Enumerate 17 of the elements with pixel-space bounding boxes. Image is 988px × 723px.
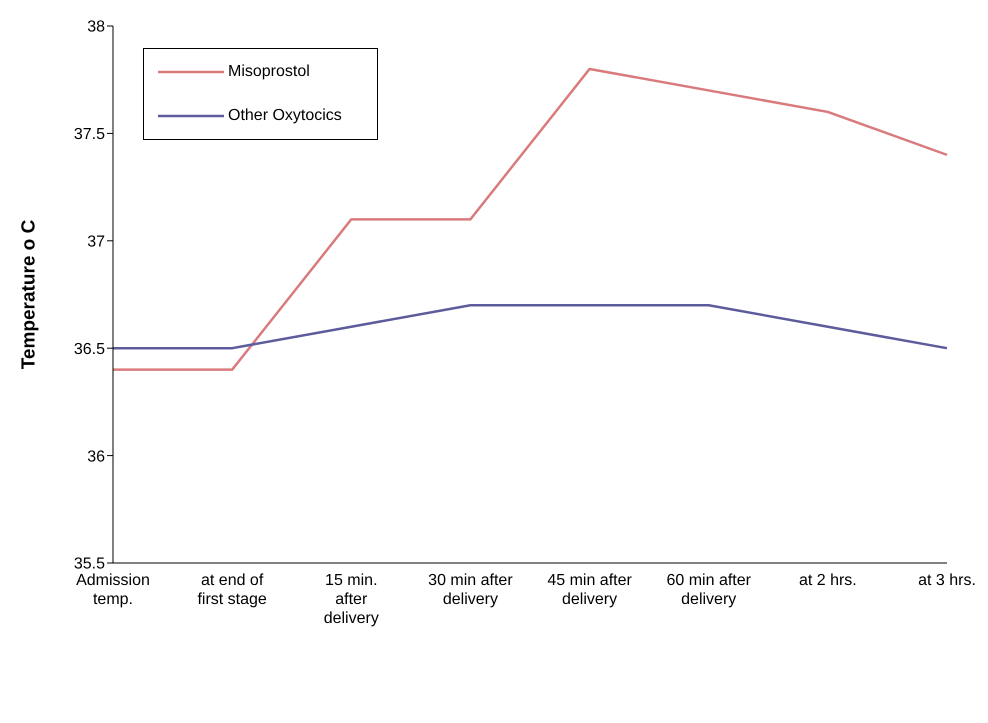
y-tick-label: 37 [87, 233, 106, 250]
y-tick-label: 36.5 [74, 340, 106, 358]
x-tick-label: at 2 hrs. [798, 572, 857, 589]
x-tick-label: at end of first stage [197, 572, 267, 608]
y-tick-label: 35.5 [74, 556, 106, 573]
x-tick-label: Admission temp. [76, 572, 150, 608]
y-tick-label: 36 [87, 448, 106, 466]
y-tick-label: 37.5 [74, 126, 106, 144]
legend-label: Misoprostol [228, 63, 310, 81]
x-tick-label: 60 min after delivery [666, 572, 752, 608]
x-tick-label: 15 min. after delivery [324, 572, 379, 627]
x-tick-label: 45 min after delivery [547, 572, 632, 608]
x-tick-label: at 3 hrs. [918, 572, 976, 589]
legend-label: Other Oxytocics [228, 107, 342, 125]
y-axis-title: Temperature o C [18, 219, 40, 370]
x-tick-label: 30 min after delivery [428, 572, 514, 608]
y-tick-label: 38 [87, 18, 106, 36]
